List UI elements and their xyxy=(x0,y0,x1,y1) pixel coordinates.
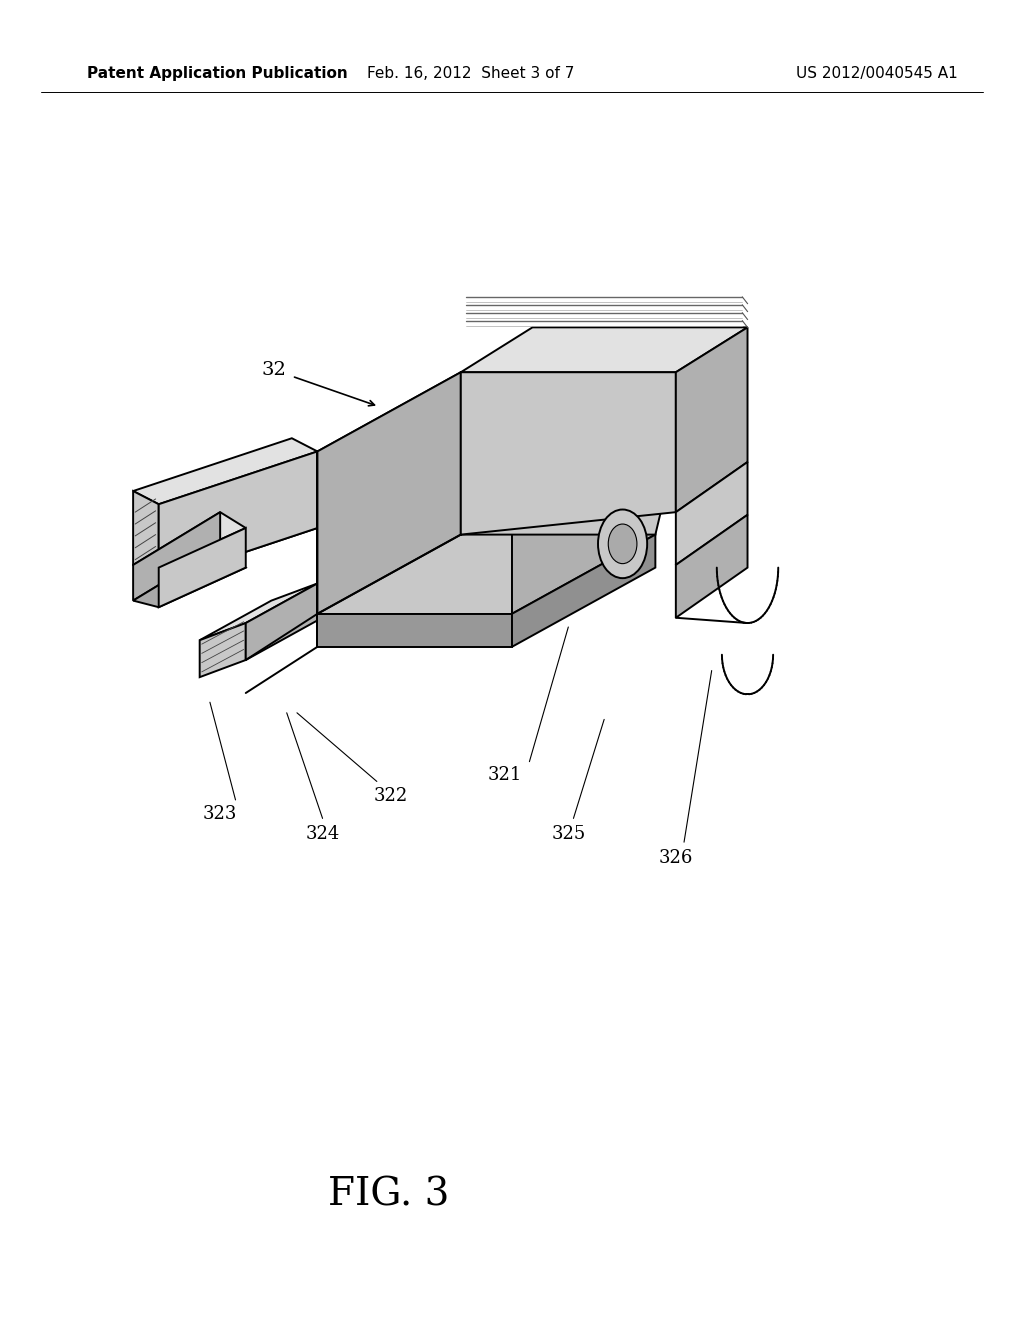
Ellipse shape xyxy=(608,524,637,564)
Polygon shape xyxy=(159,451,317,581)
Text: 325: 325 xyxy=(551,825,586,843)
Text: 322: 322 xyxy=(374,787,409,805)
Polygon shape xyxy=(133,512,220,601)
Polygon shape xyxy=(317,372,461,614)
Ellipse shape xyxy=(598,510,647,578)
Polygon shape xyxy=(317,372,655,451)
Polygon shape xyxy=(676,327,748,512)
Polygon shape xyxy=(159,528,246,607)
Polygon shape xyxy=(133,491,159,581)
Polygon shape xyxy=(676,462,748,565)
Text: 321: 321 xyxy=(487,766,522,784)
Polygon shape xyxy=(133,512,317,581)
Polygon shape xyxy=(461,372,676,535)
Polygon shape xyxy=(461,327,748,372)
Text: 324: 324 xyxy=(305,825,340,843)
Text: US 2012/0040545 A1: US 2012/0040545 A1 xyxy=(796,66,957,82)
Polygon shape xyxy=(317,451,512,614)
Polygon shape xyxy=(200,583,317,640)
Polygon shape xyxy=(512,372,655,614)
Polygon shape xyxy=(133,548,246,607)
Text: 323: 323 xyxy=(203,805,238,824)
Polygon shape xyxy=(133,512,246,568)
Polygon shape xyxy=(246,583,317,660)
Polygon shape xyxy=(512,535,655,647)
Polygon shape xyxy=(133,438,317,504)
Polygon shape xyxy=(317,614,512,647)
Text: FIG. 3: FIG. 3 xyxy=(329,1176,450,1213)
Text: 32: 32 xyxy=(262,360,287,379)
Polygon shape xyxy=(200,623,246,677)
Polygon shape xyxy=(676,515,748,618)
Polygon shape xyxy=(461,449,676,535)
Text: Feb. 16, 2012  Sheet 3 of 7: Feb. 16, 2012 Sheet 3 of 7 xyxy=(368,66,574,82)
Text: Patent Application Publication: Patent Application Publication xyxy=(87,66,348,82)
Text: 326: 326 xyxy=(658,849,693,867)
